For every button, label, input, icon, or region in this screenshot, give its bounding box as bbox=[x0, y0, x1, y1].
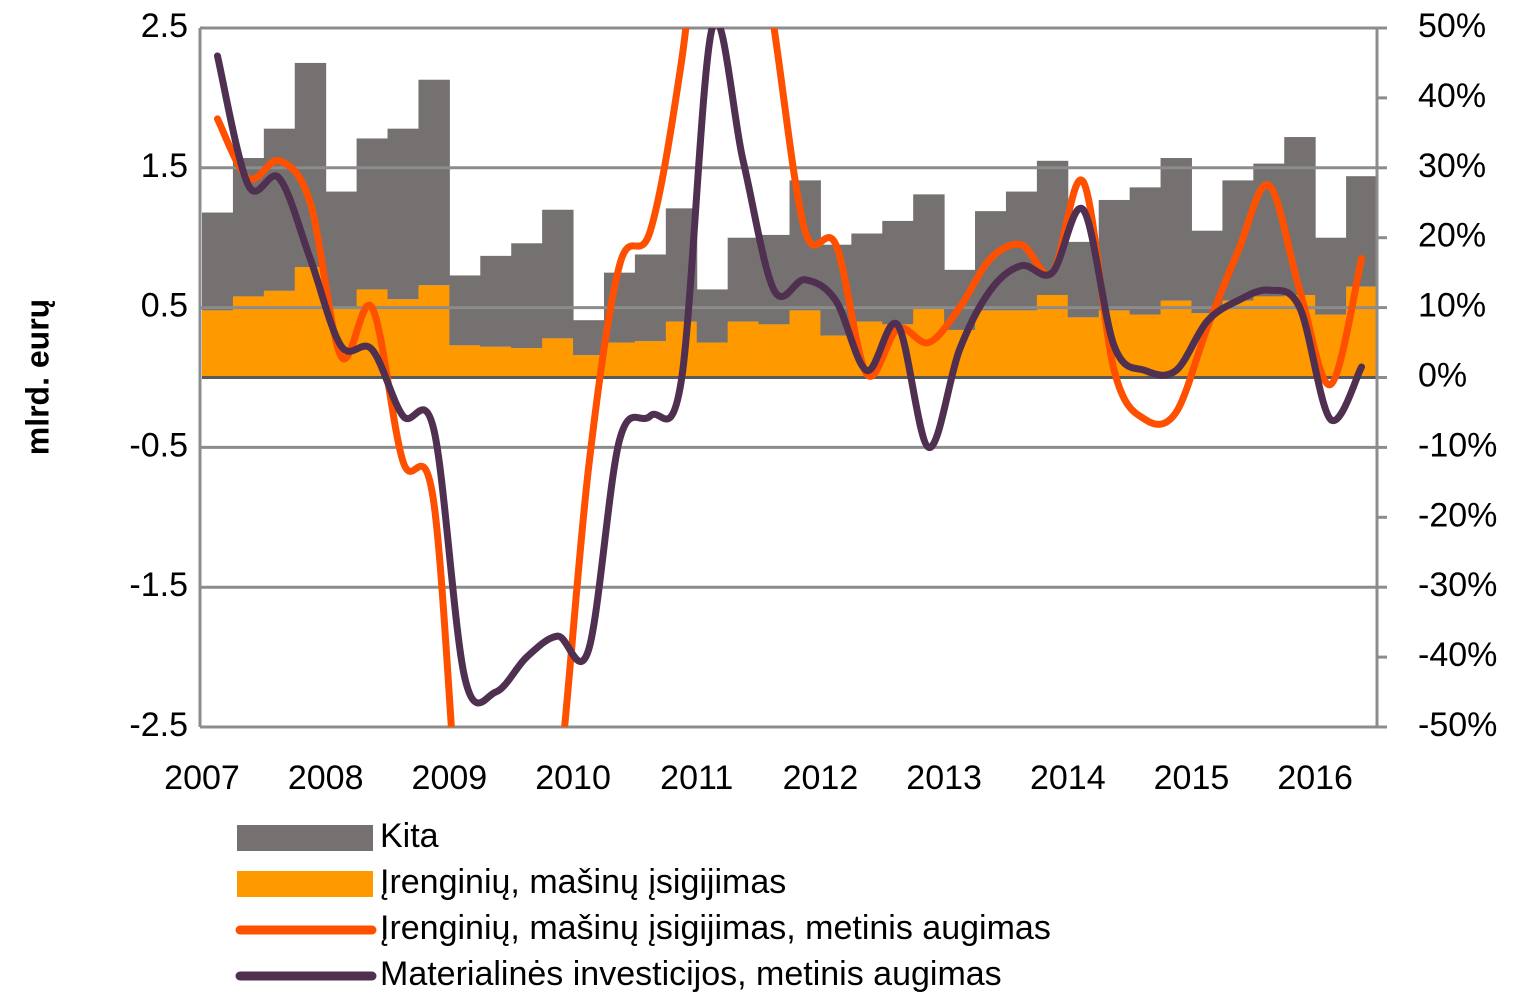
bar bbox=[263, 128, 296, 291]
line bbox=[213, 28, 1366, 727]
bar bbox=[727, 321, 760, 378]
bar bbox=[542, 338, 574, 378]
bar bbox=[202, 310, 234, 378]
x-tick-label: 2008 bbox=[288, 759, 364, 797]
bar bbox=[511, 348, 543, 378]
bar bbox=[480, 255, 512, 347]
bar bbox=[1160, 300, 1192, 378]
bar bbox=[758, 324, 790, 378]
y2-tick-label: -40% bbox=[1418, 636, 1497, 674]
bar bbox=[573, 355, 605, 378]
line bbox=[213, 28, 1366, 707]
y2-tick-label: -20% bbox=[1418, 496, 1497, 534]
legend-label: Įrenginių, mašinų įsigijimas, metinis au… bbox=[380, 909, 1051, 947]
y2-tick-label: -30% bbox=[1418, 566, 1497, 604]
bar bbox=[542, 209, 574, 339]
bar bbox=[820, 335, 852, 378]
bar bbox=[634, 341, 667, 378]
bar bbox=[232, 296, 265, 378]
bar bbox=[449, 345, 481, 378]
legend-label: Materialinės investicijos, metinis augim… bbox=[380, 955, 1002, 993]
bar bbox=[1160, 158, 1192, 301]
bar bbox=[511, 243, 543, 349]
bar bbox=[387, 128, 419, 300]
bar bbox=[1253, 296, 1285, 378]
bar bbox=[1222, 300, 1254, 378]
y-tick-label: 1.5 bbox=[141, 147, 188, 185]
x-tick-label: 2013 bbox=[906, 759, 982, 797]
bar bbox=[573, 320, 605, 356]
bar bbox=[418, 285, 450, 378]
bar bbox=[325, 191, 358, 308]
bar bbox=[1315, 237, 1347, 315]
y-axis-label: mlrd. eurų bbox=[19, 299, 55, 455]
bar bbox=[356, 138, 389, 290]
bar bbox=[1129, 187, 1162, 315]
bar bbox=[263, 290, 296, 378]
legend-label: Kita bbox=[380, 817, 439, 855]
legend-swatch bbox=[237, 871, 373, 897]
bar bbox=[634, 254, 667, 342]
bar bbox=[1284, 137, 1316, 296]
y2-tick-label: 40% bbox=[1418, 77, 1486, 115]
bar bbox=[696, 289, 729, 343]
x-tick-label: 2016 bbox=[1277, 759, 1353, 797]
bar bbox=[387, 299, 419, 378]
legend-swatch bbox=[237, 825, 373, 851]
y-tick-label: -1.5 bbox=[129, 566, 188, 604]
y2-tick-label: -10% bbox=[1418, 426, 1497, 464]
y2-tick-label: -50% bbox=[1418, 706, 1497, 744]
bar bbox=[913, 194, 945, 308]
x-tick-label: 2014 bbox=[1030, 759, 1106, 797]
bar bbox=[789, 310, 821, 378]
y2-tick-label: 10% bbox=[1418, 287, 1486, 325]
x-tick-label: 2012 bbox=[783, 759, 859, 797]
y-tick-label: -0.5 bbox=[129, 426, 188, 464]
y-tick-label: 0.5 bbox=[141, 287, 188, 325]
legend-label: Įrenginių, mašinų įsigijimas bbox=[380, 863, 786, 901]
x-tick-label: 2009 bbox=[412, 759, 488, 797]
bar bbox=[1005, 310, 1038, 378]
y2-tick-label: 30% bbox=[1418, 147, 1486, 185]
y2-tick-label: 20% bbox=[1418, 217, 1486, 255]
lines bbox=[213, 28, 1366, 727]
bar bbox=[418, 79, 450, 286]
y2-tick-label: 50% bbox=[1418, 7, 1486, 45]
x-tick-label: 2007 bbox=[164, 759, 240, 797]
bar bbox=[1067, 317, 1100, 378]
y2-tick-label: 0% bbox=[1418, 356, 1467, 394]
x-tick-label: 2011 bbox=[660, 759, 733, 797]
y-tick-label: 2.5 bbox=[141, 7, 188, 45]
y-tick-label: -2.5 bbox=[129, 706, 188, 744]
x-tick-label: 2015 bbox=[1154, 759, 1230, 797]
bar bbox=[975, 310, 1007, 378]
x-tick-label: 2010 bbox=[535, 759, 611, 797]
bar bbox=[202, 212, 234, 311]
bar bbox=[696, 342, 729, 378]
bar bbox=[603, 342, 636, 378]
bar bbox=[449, 275, 481, 346]
bar bbox=[480, 346, 512, 378]
